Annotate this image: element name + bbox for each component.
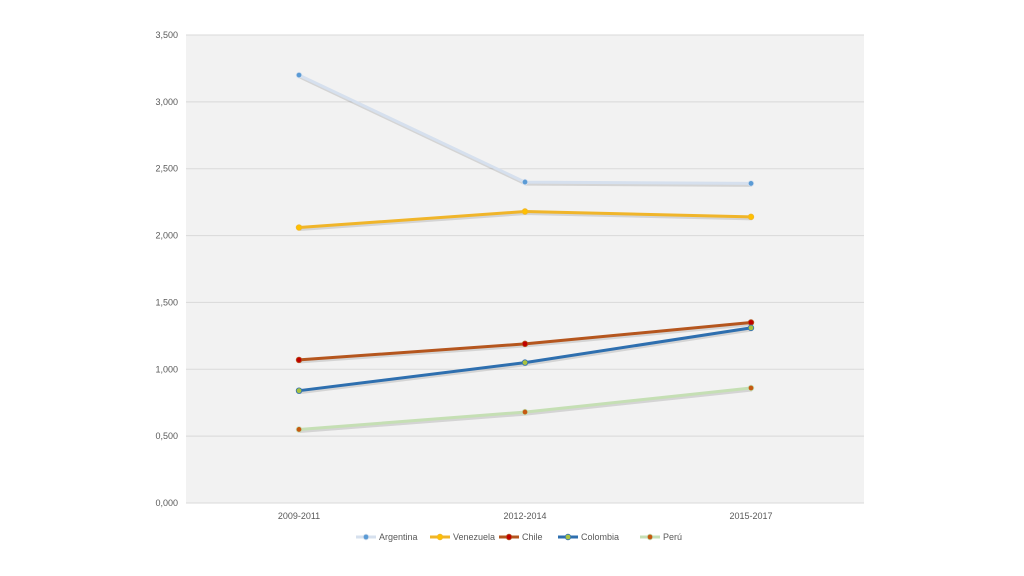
legend-label: Venezuela [453,532,495,542]
data-point [747,384,755,392]
legend-label: Perú [663,532,682,542]
data-point [521,359,529,366]
legend-label: Argentina [379,532,418,542]
y-tick-label: 0,000 [155,498,178,508]
legend-marker [362,533,370,541]
data-point [295,356,303,364]
plot-area [186,35,864,503]
x-tick-label: 2015-2017 [729,511,772,521]
x-tick-label: 2012-2014 [503,511,546,521]
y-tick-label: 0,500 [155,431,178,441]
data-point [747,319,755,326]
y-tick-label: 3,000 [155,97,178,107]
data-point [521,208,529,215]
data-point [295,224,303,231]
data-point [295,387,303,394]
y-tick-label: 1,000 [155,364,178,374]
legend-marker [564,533,572,541]
legend-marker [505,533,513,541]
legend-marker [436,533,444,541]
data-point [747,180,755,187]
data-point [747,324,755,332]
data-point [295,71,303,79]
y-tick-label: 3,500 [155,30,178,40]
y-tick-label: 2,500 [155,164,178,174]
data-point [521,408,529,416]
legend-label: Chile [522,532,543,542]
data-point [521,340,529,348]
x-tick-label: 2009-2011 [278,511,320,521]
y-tick-label: 2,000 [155,231,178,241]
data-point [295,426,303,433]
y-tick-label: 1,500 [155,297,178,307]
data-point [521,178,529,186]
legend-marker [646,533,654,541]
data-point [747,213,755,221]
legend-label: Colombia [581,532,619,542]
